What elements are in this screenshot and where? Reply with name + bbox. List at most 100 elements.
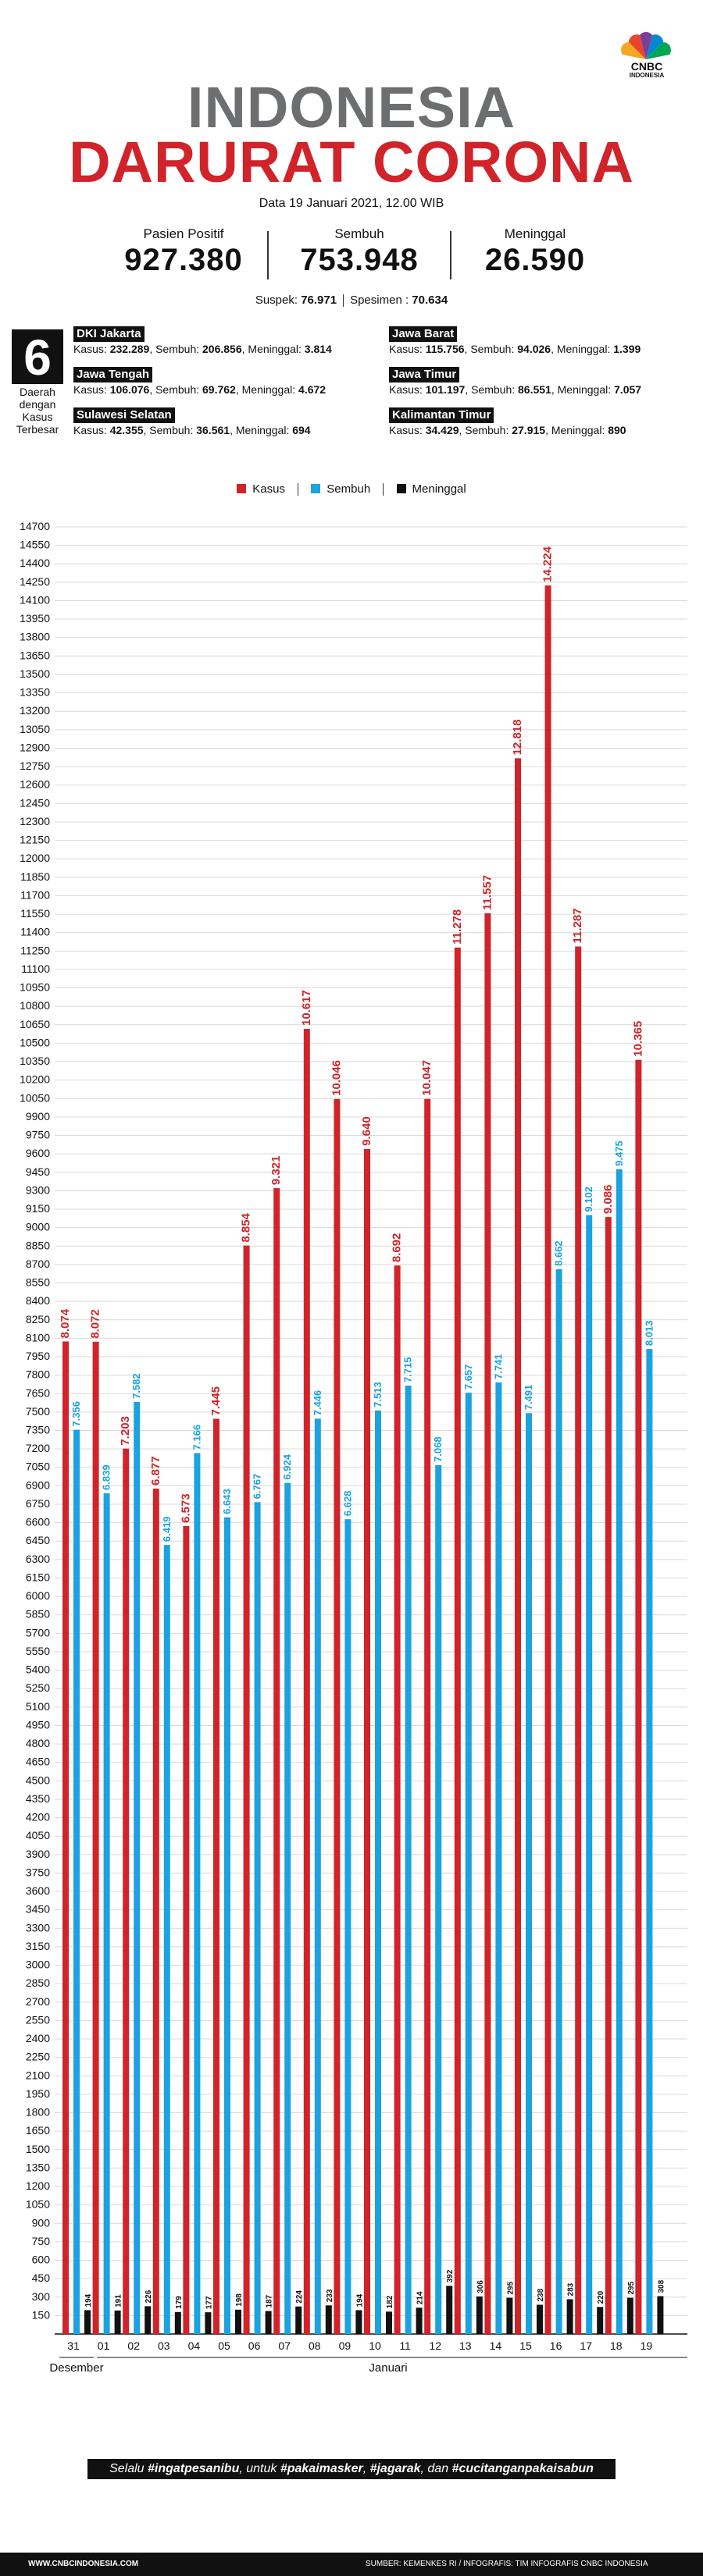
bar-meninggal — [626, 2297, 633, 2334]
province-kasus: 42.355 — [109, 424, 144, 436]
data-label-meninggal: 198 — [235, 2293, 244, 2307]
y-tick-label: 13800 — [20, 631, 50, 643]
slogan-hashtag: #pakaimasker — [280, 2462, 363, 2475]
y-tick-label: 14700 — [20, 520, 50, 532]
bar-sembuh — [646, 1349, 653, 2334]
data-label-kasus: 7.203 — [119, 1416, 132, 1446]
legend-meninggal-label: Meninggal — [412, 482, 466, 496]
y-tick-label: 8250 — [26, 1313, 50, 1325]
y-tick-label: 6750 — [26, 1497, 50, 1510]
legend-kasus-label: Kasus — [252, 482, 285, 496]
province-meninggal: 4.672 — [298, 383, 327, 396]
x-tick-label: 19 — [641, 2339, 653, 2352]
y-tick-label: 11550 — [20, 907, 50, 920]
chart-legend: Kasus Sembuh Meninggal — [0, 482, 703, 496]
province-card: Jawa Tengah Kasus: 106.076, Sembuh: 69.7… — [73, 367, 355, 397]
y-tick-label: 3600 — [26, 1884, 50, 1897]
data-label-sembuh: 6.767 — [252, 1474, 263, 1500]
bar-meninggal — [174, 2311, 181, 2334]
data-label-meninggal: 187 — [266, 2294, 274, 2307]
stat-meninggal-value: 26.590 — [484, 243, 586, 277]
data-label-sembuh: 9.102 — [583, 1187, 594, 1212]
y-tick-label: 3450 — [26, 1903, 50, 1916]
bar-kasus — [635, 1059, 642, 2334]
bar-kasus — [424, 1098, 431, 2334]
y-tick-label: 3900 — [26, 1848, 50, 1860]
bar-kasus — [364, 1148, 370, 2334]
bar-kasus — [484, 913, 491, 2334]
data-label-kasus: 6.573 — [179, 1493, 192, 1523]
data-label-meninggal: 191 — [115, 2294, 123, 2307]
stat-divider — [267, 231, 269, 279]
data-label-meninggal: 194 — [84, 2293, 93, 2307]
bar-sembuh — [526, 1413, 532, 2334]
data-label-kasus: 6.877 — [149, 1456, 162, 1485]
group-label-desember: Desember — [49, 2361, 103, 2375]
data-label-kasus: 8.072 — [89, 1309, 102, 1339]
data-label-meninggal: 295 — [506, 2281, 515, 2294]
bar-kasus — [605, 1217, 612, 2334]
y-tick-label: 3150 — [26, 1940, 50, 1952]
bar-sembuh — [103, 1493, 110, 2334]
y-tick-label: 7950 — [26, 1350, 50, 1362]
y-tick-label: 12600 — [20, 778, 50, 791]
data-label-sembuh: 7.513 — [372, 1382, 384, 1407]
y-tick-label: 11850 — [20, 870, 50, 883]
data-label-meninggal: 224 — [295, 2290, 304, 2304]
bar-sembuh — [314, 1418, 321, 2334]
bar-meninggal — [265, 2311, 272, 2334]
data-label-kasus: 9.086 — [601, 1185, 615, 1215]
x-tick-label: 02 — [127, 2339, 140, 2352]
data-label-sembuh: 7.068 — [432, 1436, 444, 1462]
province-name: Sulawesi Selatan — [73, 407, 175, 423]
bar-kasus — [92, 1341, 99, 2334]
stat-meninggal: Meninggal 26.590 — [445, 226, 625, 278]
brand-name: CNBC — [630, 60, 663, 73]
data-label-sembuh: 9.475 — [613, 1140, 625, 1166]
data-label-kasus: 8.692 — [391, 1233, 404, 1263]
legend-divider — [383, 483, 384, 496]
bar-sembuh — [586, 1215, 593, 2334]
y-tick-label: 9450 — [26, 1165, 50, 1178]
spesimen-label: Spesimen : — [350, 294, 412, 307]
data-label-sembuh: 7.741 — [492, 1354, 504, 1379]
y-tick-label: 12000 — [20, 852, 50, 864]
bar-kasus — [123, 1448, 130, 2334]
y-tick-label: 7650 — [26, 1386, 50, 1399]
y-tick-label: 5850 — [26, 1608, 50, 1621]
data-label-sembuh: 7.166 — [191, 1425, 202, 1450]
x-tick-label: 13 — [459, 2339, 472, 2352]
y-tick-label: 2250 — [26, 2051, 50, 2063]
bar-kasus — [273, 1188, 280, 2334]
bar-kasus — [213, 1418, 219, 2334]
y-tick-label: 10200 — [20, 1073, 50, 1086]
legend-meninggal-swatch — [396, 484, 406, 493]
suspek-value: 76.971 — [301, 294, 337, 307]
data-label-kasus: 9.640 — [360, 1116, 373, 1146]
bar-sembuh — [224, 1517, 230, 2334]
bar-meninggal — [446, 2286, 453, 2334]
data-label-meninggal: 194 — [355, 2293, 364, 2307]
bar-meninggal — [416, 2307, 423, 2334]
y-tick-label: 4200 — [26, 1811, 50, 1823]
bar-sembuh — [405, 1386, 412, 2334]
x-tick-label: 05 — [218, 2339, 230, 2352]
province-kasus: 34.429 — [425, 424, 459, 436]
y-tick-label: 8400 — [26, 1294, 50, 1307]
x-tick-label: 06 — [248, 2339, 261, 2352]
legend-kasus-swatch — [237, 484, 247, 493]
y-tick-label: 3300 — [26, 1921, 50, 1934]
y-tick-label: 14100 — [20, 593, 50, 606]
y-tick-label: 5250 — [26, 1681, 50, 1694]
slogan-hashtag: #cucitanganpakaisabun — [451, 2462, 594, 2475]
footer-website: WWW.CNBCINDONESIA.COM — [28, 2560, 139, 2568]
brand-sub: INDONESIA — [629, 72, 665, 79]
stat-meninggal-label: Meninggal — [504, 226, 566, 241]
province-caption: Daerah dengan Kasus Terbesar — [16, 386, 59, 436]
data-label-meninggal: 226 — [145, 2290, 153, 2303]
bar-meninggal — [355, 2310, 362, 2334]
y-tick-label: 12300 — [20, 815, 50, 827]
bar-meninggal — [114, 2310, 121, 2334]
date-label: Data 19 Januari 2021, 12.00 WIB — [259, 197, 444, 210]
data-label-meninggal: 214 — [416, 2291, 425, 2304]
